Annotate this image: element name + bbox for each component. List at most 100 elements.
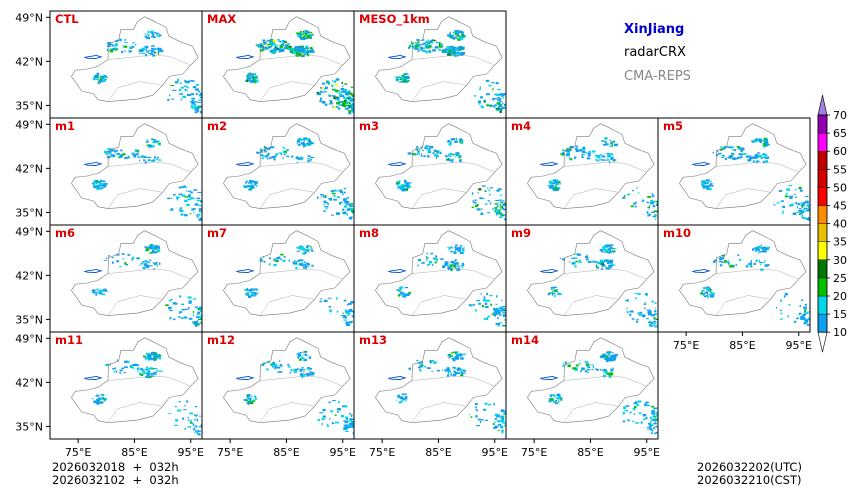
echo-cell	[401, 80, 404, 83]
echo-cell	[298, 143, 301, 147]
echo-cell	[154, 156, 156, 159]
echo-cell	[605, 140, 607, 144]
inner-boundary	[411, 81, 467, 102]
echo-cell	[604, 259, 608, 262]
echo-cell	[432, 263, 434, 266]
echo-cell	[652, 413, 656, 416]
reflectivity-echoes	[91, 351, 202, 436]
echo-cell	[306, 368, 311, 370]
echo-cell	[252, 292, 256, 295]
region-boundary	[71, 16, 199, 102]
echo-cell	[399, 396, 404, 399]
echo-cell	[796, 317, 799, 320]
echo-cell	[648, 312, 652, 316]
echo-cell	[193, 298, 197, 300]
inner-boundary	[411, 402, 467, 423]
echo-cell	[587, 154, 591, 157]
echo-cell	[813, 207, 815, 209]
echo-cell	[727, 146, 732, 149]
echo-cell	[272, 40, 274, 43]
echo-cell	[457, 49, 462, 52]
echo-cell	[634, 201, 637, 204]
echo-cell	[335, 83, 338, 86]
echo-cell	[760, 263, 762, 266]
echo-cell	[114, 367, 116, 370]
echo-cell	[177, 409, 182, 412]
echo-cell	[733, 149, 737, 152]
echo-cell	[709, 289, 711, 292]
echo-cell	[195, 405, 198, 408]
echo-cell	[151, 357, 153, 359]
echo-cell	[150, 245, 154, 247]
echo-cell	[116, 260, 119, 263]
echo-cell	[804, 313, 806, 316]
echo-cell	[747, 155, 750, 158]
echo-cell	[612, 140, 616, 143]
echo-cell	[334, 189, 337, 191]
echo-cell	[752, 248, 755, 251]
reflectivity-echoes	[243, 350, 354, 435]
echo-cell	[337, 190, 340, 192]
echo-cell	[433, 149, 437, 152]
echo-cell	[798, 314, 800, 316]
echo-cell	[100, 77, 102, 80]
echo-cell	[647, 427, 650, 429]
echo-cell	[136, 257, 140, 260]
echo-cell	[304, 51, 308, 53]
echo-cell	[344, 424, 349, 427]
echo-cell	[309, 368, 313, 370]
echo-cell	[431, 370, 433, 373]
echo-cell	[553, 188, 557, 192]
echo-cell	[651, 405, 654, 408]
echo-cell	[167, 197, 171, 200]
echo-cell	[609, 145, 613, 147]
echo-cell	[152, 50, 155, 53]
echo-cell	[158, 143, 161, 146]
echo-cell	[197, 191, 202, 193]
echo-cell	[152, 352, 155, 355]
echo-cell	[654, 325, 658, 328]
echo-cell	[252, 289, 256, 291]
echo-cell	[335, 297, 338, 300]
echo-cell	[139, 264, 141, 266]
echo-cell	[300, 38, 303, 40]
echo-cell	[499, 204, 502, 206]
echo-cell	[198, 208, 202, 210]
echo-cell	[145, 358, 147, 361]
echo-cell	[283, 154, 286, 156]
echo-cell	[507, 105, 509, 106]
echo-cell	[813, 320, 816, 321]
echo-cell	[307, 155, 311, 157]
echo-cell	[602, 374, 607, 378]
echo-cell	[499, 216, 503, 218]
echo-cell	[191, 107, 194, 109]
echo-cell	[652, 216, 657, 218]
echo-cell	[800, 202, 804, 204]
echo-cell	[131, 152, 135, 154]
echo-cell	[254, 79, 256, 82]
echo-cell	[95, 182, 98, 184]
inner-boundary	[715, 295, 771, 316]
echo-cell	[193, 310, 195, 314]
echo-cell	[575, 146, 578, 148]
echo-cell	[612, 159, 617, 161]
echo-cell	[656, 322, 658, 324]
echo-cell	[195, 88, 199, 91]
echo-cell	[550, 288, 553, 290]
echo-cell	[304, 252, 306, 255]
region-boundary	[375, 337, 503, 423]
echo-cell	[344, 405, 348, 408]
echo-cell	[497, 211, 500, 213]
echo-cell	[648, 213, 651, 216]
echo-cell	[565, 150, 570, 152]
echo-cell	[300, 246, 304, 249]
echo-cell	[346, 321, 348, 323]
echo-cell	[591, 150, 596, 153]
echo-cell	[574, 156, 577, 159]
echo-cell	[458, 265, 460, 268]
echo-cell	[297, 140, 300, 143]
echo-cell	[578, 261, 582, 263]
echo-cell	[480, 197, 485, 199]
echo-cell	[417, 50, 420, 52]
